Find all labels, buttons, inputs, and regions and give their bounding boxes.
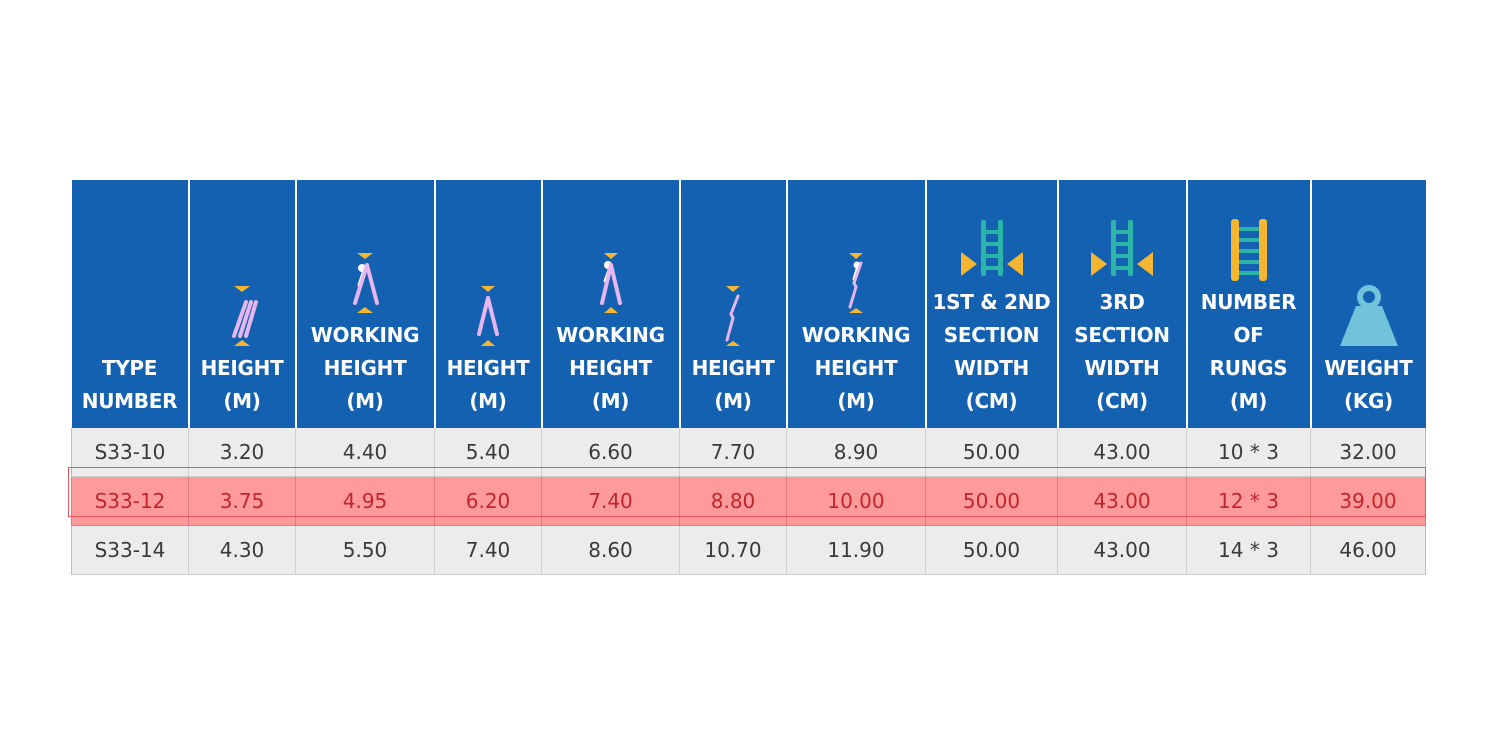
extension-ladder-person-icon <box>848 253 863 313</box>
ladder-rungs-icon <box>1230 219 1267 281</box>
header-label: TYPE <box>101 356 158 380</box>
cell-number-of-rungs: 10 * 3 <box>1186 428 1311 477</box>
cell-section-width-3: 43.00 <box>1057 476 1187 526</box>
header-label: SECTION <box>943 323 1040 347</box>
header-label: HEIGHT <box>446 356 530 380</box>
ladder-width-icon <box>1091 220 1153 276</box>
header-label: NUMBER <box>81 389 178 413</box>
table-row: S33-14 4.30 5.50 7.40 8.60 10.70 11.90 5… <box>71 525 1426 575</box>
header-label: RUNGS <box>1209 356 1288 380</box>
header-label: HEIGHT <box>323 356 407 380</box>
header-extension-height: HEIGHT (M) <box>678 180 787 428</box>
header-folded-height: HEIGHT (M) <box>187 180 296 428</box>
cell-section-width-3: 43.00 <box>1057 428 1187 477</box>
cell-folded-height: 4.30 <box>188 525 296 575</box>
extension-ladder-icon <box>725 286 740 346</box>
header-label: HEIGHT <box>814 356 898 380</box>
cell-aframe-height: 7.40 <box>434 525 542 575</box>
cell-section-width-1-2: 50.00 <box>925 525 1058 575</box>
header-label: WIDTH <box>1084 356 1160 380</box>
cell-number-of-rungs: 14 * 3 <box>1186 525 1311 575</box>
folded-ladder-icon <box>232 286 258 346</box>
header-label: (M) <box>223 389 261 413</box>
a-frame-ladder-person-icon <box>599 253 622 313</box>
table-row-highlighted: S33-12 3.75 4.95 6.20 7.40 8.80 10.00 50… <box>71 476 1426 526</box>
header-label: (CM) <box>1096 389 1148 413</box>
cell-aframe-working-height: 8.60 <box>541 525 680 575</box>
header-aframe-height: HEIGHT (M) <box>433 180 542 428</box>
cell-folded-working-height: 4.95 <box>295 476 435 526</box>
header-label: (KG) <box>1344 389 1393 413</box>
header-label: WEIGHT <box>1324 356 1413 380</box>
ladder-width-icon <box>960 220 1023 276</box>
cell-aframe-height: 5.40 <box>434 428 542 477</box>
cell-folded-working-height: 5.50 <box>295 525 435 575</box>
cell-weight: 46.00 <box>1310 525 1426 575</box>
weight-icon <box>1339 285 1398 346</box>
cell-type-number: S33-10 <box>71 428 189 477</box>
cell-weight: 32.00 <box>1310 428 1426 477</box>
header-label: HEIGHT <box>200 356 284 380</box>
header-label: 1ST & 2ND <box>932 290 1051 314</box>
header-label: (M) <box>837 389 875 413</box>
header-aframe-working-height: WORKING HEIGHT (M) <box>540 180 680 428</box>
cell-folded-height: 3.20 <box>188 428 296 477</box>
cell-extension-height: 10.70 <box>679 525 787 575</box>
header-label: (M) <box>1229 389 1268 413</box>
header-number-of-rungs: NUMBER OF RUNGS (M) <box>1185 180 1311 428</box>
header-label: WORKING <box>556 323 665 347</box>
cell-aframe-height: 6.20 <box>434 476 542 526</box>
header-label: SECTION <box>1074 323 1170 347</box>
header-folded-working-height: WORKING HEIGHT (M) <box>294 180 435 428</box>
header-label: (M) <box>469 389 507 413</box>
header-label: (M) <box>714 389 752 413</box>
cell-folded-height: 3.75 <box>188 476 296 526</box>
cell-type-number: S33-12 <box>71 476 189 526</box>
header-section-width-3: 3RD SECTION WIDTH (CM) <box>1056 180 1187 428</box>
header-label: WORKING <box>310 323 420 347</box>
header-label: (CM) <box>965 389 1018 413</box>
cell-section-width-1-2: 50.00 <box>925 476 1058 526</box>
cell-folded-working-height: 4.40 <box>295 428 435 477</box>
header-row: TYPE NUMBER HEIGHT (M) <box>71 180 1426 428</box>
header-label: HEIGHT <box>569 356 652 380</box>
header-label: (M) <box>591 389 630 413</box>
cell-extension-working-height: 11.90 <box>786 525 926 575</box>
header-type-number: TYPE NUMBER <box>71 180 189 428</box>
cell-extension-height: 7.70 <box>679 428 787 477</box>
cell-aframe-working-height: 7.40 <box>541 476 680 526</box>
cell-extension-working-height: 10.00 <box>786 476 926 526</box>
cell-weight: 39.00 <box>1310 476 1426 526</box>
a-frame-ladder-icon <box>477 286 499 346</box>
header-label: 3RD <box>1099 290 1145 314</box>
cell-type-number: S33-14 <box>71 525 189 575</box>
cell-number-of-rungs: 12 * 3 <box>1186 476 1311 526</box>
cell-section-width-3: 43.00 <box>1057 525 1187 575</box>
header-weight: WEIGHT (KG) <box>1309 180 1426 428</box>
header-extension-working-height: WORKING HEIGHT (M) <box>785 180 926 428</box>
header-label: HEIGHT <box>691 356 775 380</box>
cell-extension-height: 8.80 <box>679 476 787 526</box>
header-label: OF <box>1233 323 1264 347</box>
header-label: NUMBER <box>1200 290 1297 314</box>
header-label: WIDTH <box>954 356 1029 380</box>
folded-ladder-person-icon <box>353 253 379 313</box>
header-label: (M) <box>346 389 384 413</box>
header-section-width-1-2: 1ST & 2ND SECTION WIDTH (CM) <box>924 180 1058 428</box>
cell-aframe-working-height: 6.60 <box>541 428 680 477</box>
cell-extension-working-height: 8.90 <box>786 428 926 477</box>
cell-section-width-1-2: 50.00 <box>925 428 1058 477</box>
table-row: S33-10 3.20 4.40 5.40 6.60 7.70 8.90 50.… <box>71 428 1426 477</box>
header-label: WORKING <box>801 323 911 347</box>
ladder-spec-table: TYPE NUMBER HEIGHT (M) <box>71 180 1426 575</box>
